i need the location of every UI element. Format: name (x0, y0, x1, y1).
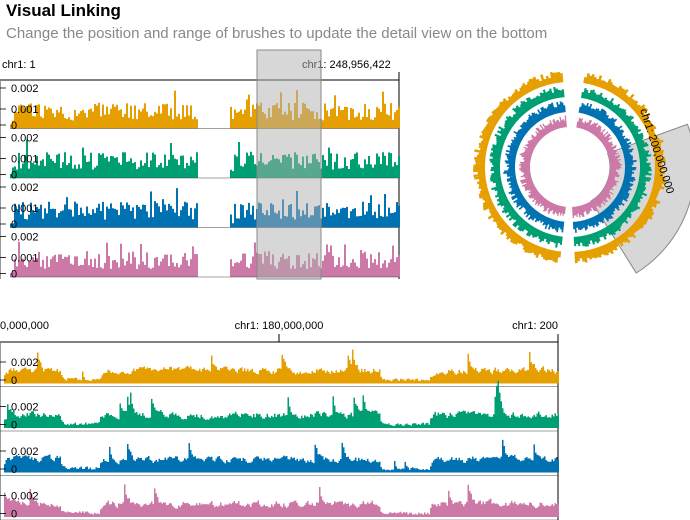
overview-y-tick-label: 0 (11, 269, 17, 281)
overview-y-tick-label: 0.001 (11, 253, 39, 265)
overview-y-tick-label: 0 (11, 170, 17, 182)
overview-track: 0.002 0.001 0 (0, 81, 400, 132)
overview-y-tick-label: 0.002 (11, 182, 39, 194)
overview-y-tick-label: 0.002 (11, 83, 39, 95)
page-title: Visual Linking (6, 1, 121, 20)
detail-axis-label: chr1: 200 (512, 320, 558, 332)
overview-axis-end-label: chr1: 248,956,422 (302, 59, 391, 71)
detail-axis-label: 0,000,000 (0, 320, 49, 332)
detail-track-bars (4, 349, 559, 384)
overview-axis-start-label: chr1: 1 (2, 59, 36, 71)
detail-linear-view: 0,000,000 chr1: 180,000,000 chr1: 200 0.002… (0, 320, 559, 520)
overview-track: 0.002 0.001 0 (0, 229, 400, 281)
overview-track: 0.002 0.001 0 (0, 130, 400, 182)
circular-overview: chr1: 200,000,000 (473, 71, 690, 274)
detail-track: 0.002 0 (0, 476, 559, 520)
overview-y-tick-label: 0 (11, 120, 17, 132)
detail-track-bars (4, 380, 559, 428)
overview-linear-view: 0.0020.00100.0020.00100.0020.00100.0020.… (0, 72, 400, 281)
detail-track: 0.002 0 (0, 432, 559, 477)
detail-track: 0.002 0 (0, 380, 559, 432)
detail-axis-label: chr1: 180,000,000 (235, 320, 324, 332)
detail-track: 0.002 0 (0, 343, 559, 388)
detail-track-bars (4, 484, 559, 517)
detail-y-tick-label: 0.002 (11, 402, 39, 414)
overview-y-tick-label: 0.001 (11, 104, 39, 116)
detail-y-tick-label: 0 (11, 509, 17, 520)
overview-y-tick-label: 0 (11, 219, 17, 231)
detail-y-tick-label: 0 (11, 375, 17, 387)
overview-y-tick-label: 0.001 (11, 203, 39, 215)
detail-y-tick-label: 0.002 (11, 357, 39, 369)
detail-y-tick-label: 0 (11, 420, 17, 432)
overview-track-bars (10, 139, 400, 178)
overview-track-bars (10, 241, 400, 277)
detail-y-tick-label: 0.002 (11, 446, 39, 458)
detail-y-tick-label: 0.002 (11, 491, 39, 503)
overview-y-tick-label: 0.001 (11, 154, 39, 166)
detail-track-bars (4, 439, 559, 473)
overview-track: 0.002 0.001 0 (0, 180, 400, 231)
page-subtitle: Change the position and range of brushes… (6, 25, 548, 42)
detail-y-tick-label: 0 (11, 464, 17, 476)
overview-track-bars (10, 188, 400, 228)
overview-y-tick-label: 0.002 (11, 232, 39, 244)
overview-y-tick-label: 0.002 (11, 133, 39, 145)
overview-brush[interactable] (256, 49, 322, 280)
overview-track-bars (10, 90, 400, 129)
